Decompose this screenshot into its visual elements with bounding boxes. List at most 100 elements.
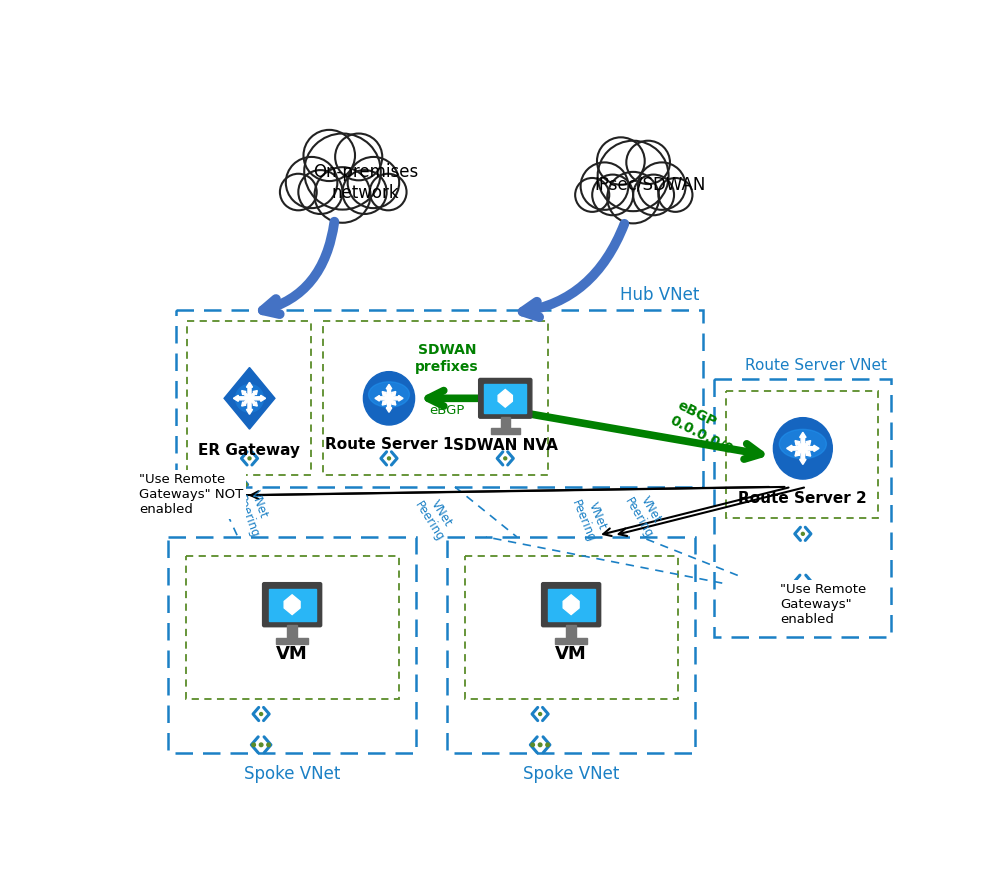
- FancyArrow shape: [249, 397, 257, 406]
- FancyArrow shape: [388, 397, 395, 405]
- Text: Route Server VNet: Route Server VNet: [744, 358, 887, 373]
- Text: VM: VM: [555, 645, 587, 663]
- FancyArrow shape: [388, 396, 402, 401]
- Circle shape: [286, 157, 337, 208]
- Bar: [500, 417, 510, 428]
- Circle shape: [314, 167, 370, 223]
- Text: eBGP
0.0.0.0/0: eBGP 0.0.0.0/0: [667, 398, 742, 456]
- Text: ER Gateway: ER Gateway: [199, 443, 300, 458]
- Circle shape: [597, 137, 644, 185]
- FancyBboxPatch shape: [478, 379, 532, 418]
- FancyArrow shape: [386, 384, 391, 398]
- Text: VNet
Peering: VNet Peering: [569, 492, 611, 544]
- FancyBboxPatch shape: [547, 589, 594, 621]
- Circle shape: [592, 174, 633, 215]
- FancyArrow shape: [386, 398, 391, 412]
- Circle shape: [504, 457, 507, 460]
- Circle shape: [800, 581, 803, 585]
- Circle shape: [369, 174, 406, 211]
- Bar: [555, 639, 587, 644]
- Circle shape: [580, 162, 628, 210]
- FancyArrow shape: [250, 396, 266, 402]
- Bar: [490, 428, 520, 433]
- Circle shape: [304, 134, 380, 210]
- FancyBboxPatch shape: [263, 582, 321, 626]
- FancyArrow shape: [249, 390, 257, 399]
- Circle shape: [792, 581, 796, 585]
- FancyArrow shape: [801, 440, 809, 449]
- FancyArrow shape: [382, 391, 389, 399]
- Bar: [566, 626, 576, 639]
- Text: "Use Remote
Gateways" NOT
enabled: "Use Remote Gateways" NOT enabled: [139, 473, 244, 516]
- Circle shape: [387, 457, 390, 460]
- FancyArrow shape: [794, 440, 803, 449]
- FancyArrow shape: [802, 445, 818, 452]
- FancyArrow shape: [242, 397, 250, 406]
- Bar: [446, 537, 694, 752]
- FancyArrow shape: [798, 448, 805, 464]
- Circle shape: [298, 170, 342, 214]
- FancyBboxPatch shape: [541, 582, 600, 626]
- Circle shape: [531, 743, 534, 746]
- Text: Route Server 1: Route Server 1: [324, 437, 452, 452]
- Circle shape: [800, 532, 803, 536]
- Text: Spoke VNet: Spoke VNet: [523, 765, 619, 783]
- FancyBboxPatch shape: [483, 384, 526, 412]
- Circle shape: [575, 178, 609, 211]
- FancyArrow shape: [798, 433, 805, 448]
- Circle shape: [259, 743, 263, 746]
- Bar: [323, 322, 548, 476]
- Circle shape: [248, 457, 251, 460]
- Circle shape: [229, 483, 232, 486]
- Text: VNet
Peering: VNet Peering: [411, 492, 458, 544]
- Circle shape: [538, 743, 542, 746]
- Circle shape: [637, 162, 685, 210]
- Bar: [176, 310, 702, 487]
- Bar: [725, 390, 878, 518]
- FancyArrow shape: [801, 448, 809, 456]
- Circle shape: [807, 581, 811, 585]
- Circle shape: [539, 713, 541, 715]
- Polygon shape: [224, 367, 275, 429]
- FancyArrow shape: [246, 398, 253, 414]
- FancyArrow shape: [233, 396, 250, 402]
- Circle shape: [303, 130, 355, 181]
- Polygon shape: [497, 389, 512, 407]
- FancyArrow shape: [374, 396, 388, 401]
- FancyArrow shape: [388, 391, 395, 399]
- Bar: [188, 322, 311, 476]
- Ellipse shape: [368, 381, 409, 407]
- Ellipse shape: [778, 429, 825, 459]
- Circle shape: [633, 174, 673, 215]
- Circle shape: [626, 141, 669, 184]
- Ellipse shape: [236, 384, 263, 412]
- Circle shape: [280, 174, 316, 211]
- FancyBboxPatch shape: [268, 589, 315, 621]
- Circle shape: [342, 170, 386, 214]
- Polygon shape: [563, 595, 579, 615]
- Text: SDWAN
prefixes: SDWAN prefixes: [415, 344, 478, 374]
- Text: eBGP: eBGP: [429, 404, 464, 418]
- Circle shape: [267, 743, 270, 746]
- Bar: [186, 556, 398, 699]
- Circle shape: [347, 157, 399, 208]
- Ellipse shape: [772, 418, 831, 479]
- Circle shape: [244, 483, 247, 486]
- Polygon shape: [284, 595, 300, 615]
- Text: On-premises
network: On-premises network: [313, 163, 418, 202]
- FancyArrow shape: [794, 448, 803, 456]
- Text: Route Server 2: Route Server 2: [738, 491, 867, 506]
- Bar: [287, 626, 297, 639]
- Circle shape: [236, 483, 240, 486]
- Circle shape: [335, 134, 382, 181]
- Circle shape: [252, 743, 255, 746]
- Text: Spoke VNet: Spoke VNet: [244, 765, 340, 783]
- Circle shape: [597, 141, 668, 211]
- Text: SDWAN NVA: SDWAN NVA: [452, 439, 557, 454]
- Bar: [714, 379, 891, 637]
- Bar: [276, 639, 308, 644]
- Circle shape: [607, 172, 658, 224]
- Text: IPsec/SDWAN: IPsec/SDWAN: [594, 175, 705, 193]
- FancyArrow shape: [242, 390, 250, 399]
- Circle shape: [546, 743, 549, 746]
